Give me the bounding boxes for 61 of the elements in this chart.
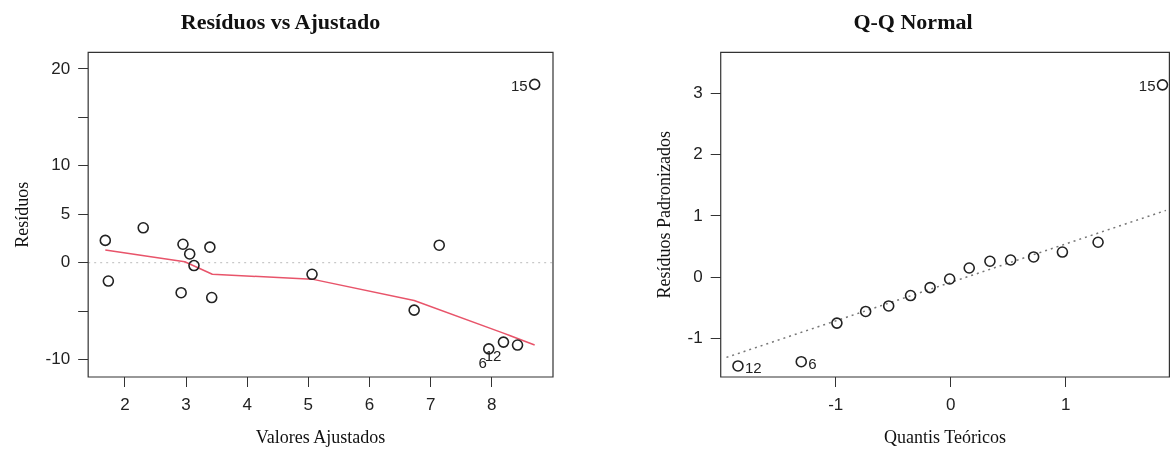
x-tick-label: -1 [828,394,844,414]
y-tick-label: 5 [60,203,71,223]
y-axis-title: Resíduos Padronizados [653,130,674,299]
y-tick-label: 0 [693,266,703,286]
point [1092,236,1104,249]
x-tick-label: 0 [946,394,956,414]
point [882,300,895,312]
point [188,259,200,272]
y-tick-label: 1 [693,205,703,225]
point [904,289,917,302]
point [137,221,150,234]
point [1027,251,1040,263]
point [528,78,541,91]
x-axis-title: Valores Ajustados [255,426,386,447]
x-axis-title: Quantis Teóricos [884,426,1006,447]
point [102,275,115,287]
point [831,317,843,329]
chart-title: Resíduos vs Ajustado [180,8,381,34]
point [859,305,872,318]
x-tick-label: 1 [1061,394,1071,414]
point [924,281,936,294]
x-tick-label: 8 [487,394,497,414]
x-tick-label: 2 [120,394,130,414]
point [984,255,996,268]
y-tick-label: 20 [51,58,71,78]
point [177,238,189,251]
y-tick-label: -1 [687,328,703,348]
y-tick-label: 10 [51,155,71,175]
y-axis-title: Resíduos [11,181,32,248]
point [963,262,976,274]
point [306,268,318,281]
point [433,239,446,252]
annotation: 12 [744,359,762,377]
x-tick-label: 7 [425,394,436,414]
y-tick-label: 0 [60,252,71,272]
x-tick-label: 6 [364,394,375,414]
point [408,304,420,316]
point [1156,79,1169,91]
point [99,234,112,247]
point [1056,246,1069,258]
point [795,355,808,368]
point [204,241,216,253]
chart-title: Q-Q Normal [853,8,973,34]
annotation: 15 [1138,77,1156,94]
point [497,336,510,348]
y-tick-label: -10 [45,349,71,369]
annotation: 6 [478,354,487,372]
annotation: 6 [808,354,817,372]
x-tick-label: 4 [242,394,252,414]
x-tick-label: 3 [181,394,191,414]
annotation: 15 [510,76,528,94]
y-tick-label: 2 [693,144,703,164]
point [183,248,196,260]
point [511,339,524,351]
point [943,273,956,285]
point [732,360,744,372]
x-tick-label: 5 [303,394,314,414]
y-tick-label: 3 [693,83,703,103]
point [205,291,218,304]
point [1004,254,1017,266]
point [175,286,187,299]
